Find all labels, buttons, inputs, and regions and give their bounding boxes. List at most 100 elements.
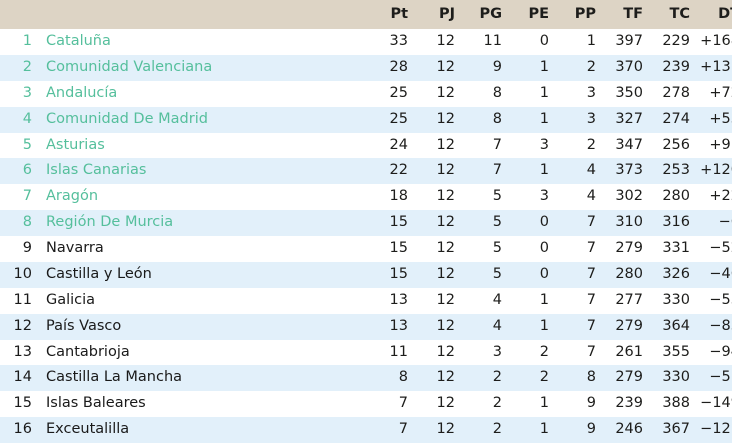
cell-rank: 16: [13, 421, 32, 438]
cell-team-name[interactable]: Exceutalilla: [46, 421, 130, 438]
cell-tf: 246: [615, 421, 643, 438]
column-header-tc[interactable]: TC: [669, 6, 690, 22]
cell-pp: 1: [586, 33, 596, 49]
cell-pt: 33: [389, 33, 408, 49]
cell-pj: 12: [436, 214, 455, 231]
cell-dt: −51: [709, 369, 732, 386]
cell-team-name[interactable]: Aragón: [46, 188, 99, 205]
cell-team-name[interactable]: Navarra: [46, 240, 104, 256]
table-row[interactable]: 10 Castilla y León 15 12 5 0 7 280 326 −46: [0, 261, 732, 288]
column-header-pj[interactable]: PJ: [438, 6, 455, 22]
cell-team-name[interactable]: Asturias: [46, 136, 105, 153]
cell-tc: 330: [662, 369, 690, 386]
cell-team-name[interactable]: Cantabrioja: [46, 343, 130, 360]
cell-dt: −53: [709, 291, 732, 308]
cell-pe: 1: [539, 317, 549, 334]
cell-team-name[interactable]: Islas Canarias: [46, 162, 147, 179]
cell-team-name[interactable]: Castilla y León: [46, 265, 152, 282]
cell-pe: 1: [539, 110, 549, 127]
column-header-rank: [0, 0, 40, 29]
cell-rank: 11: [13, 291, 32, 308]
table-row[interactable]: 3 Andalucía 25 12 8 1 3 350 278 +72: [0, 80, 732, 107]
column-header-team: [40, 0, 370, 29]
table-row[interactable]: 5 Asturias 24 12 7 3 2 347 256 +91: [0, 132, 732, 159]
cell-pg: 8: [492, 110, 502, 127]
cell-pp: 3: [586, 110, 596, 127]
cell-pj: 12: [436, 343, 455, 360]
cell-team-name[interactable]: Castilla La Mancha: [46, 369, 183, 386]
cell-pe: 2: [539, 369, 549, 386]
cell-pg: 4: [492, 291, 502, 308]
table-row[interactable]: 7 Aragón 18 12 5 3 4 302 280 +22: [0, 184, 732, 211]
cell-tf: 302: [615, 188, 643, 205]
cell-pt: 15: [389, 214, 408, 231]
cell-pt: 7: [398, 395, 408, 412]
cell-dt: +22: [709, 188, 732, 205]
cell-tc: 330: [662, 291, 690, 308]
cell-pt: 18: [389, 188, 408, 205]
cell-dt: −121: [700, 421, 732, 438]
cell-tf: 310: [615, 214, 643, 231]
cell-tc: 280: [662, 188, 690, 205]
cell-team-name[interactable]: Andalucía: [46, 84, 118, 101]
cell-pe: 0: [539, 214, 549, 231]
table-row[interactable]: 8 Región De Murcia 15 12 5 0 7 310 316 −6: [0, 210, 732, 236]
cell-tc: 367: [662, 421, 690, 438]
table-row[interactable]: 1 Cataluña 33 12 11 0 1 397 229 +168: [0, 29, 732, 55]
column-header-pp[interactable]: PP: [574, 6, 596, 22]
cell-pp: 7: [586, 343, 596, 360]
cell-pp: 9: [586, 421, 596, 438]
cell-team-name[interactable]: País Vasco: [46, 317, 122, 334]
table-row[interactable]: 6 Islas Canarias 22 12 7 1 4 373 253 +120: [0, 158, 732, 185]
cell-pe: 0: [539, 240, 549, 256]
cell-pt: 11: [389, 343, 408, 360]
cell-tf: 279: [615, 369, 643, 386]
cell-team-name[interactable]: Región De Murcia: [46, 214, 174, 231]
cell-rank: 7: [22, 188, 32, 205]
cell-pp: 2: [586, 58, 596, 75]
cell-pj: 12: [436, 291, 455, 308]
cell-pj: 12: [436, 110, 455, 127]
cell-team-name[interactable]: Cataluña: [46, 33, 111, 49]
cell-pe: 1: [539, 84, 549, 101]
cell-tf: 347: [615, 136, 643, 153]
cell-rank: 15: [13, 395, 32, 412]
cell-dt: −94: [709, 343, 732, 360]
cell-pg: 2: [492, 395, 502, 412]
cell-pt: 13: [389, 317, 408, 334]
table-row[interactable]: 4 Comunidad De Madrid 25 12 8 1 3 327 274 +53: [0, 106, 732, 133]
cell-dt: +131: [700, 58, 732, 75]
cell-pg: 2: [492, 369, 502, 386]
cell-team-name[interactable]: Comunidad Valenciana: [46, 58, 213, 75]
column-header-pg[interactable]: PG: [479, 6, 502, 22]
table-row[interactable]: 14 Castilla La Mancha 8 12 2 2 8 279 330 −51: [0, 365, 732, 392]
cell-tc: 256: [662, 136, 690, 153]
table-row[interactable]: 15 Islas Baleares 7 12 2 1 9 239 388 −149: [0, 391, 732, 418]
cell-tf: 280: [615, 265, 643, 282]
column-header-dt[interactable]: DT: [718, 6, 732, 22]
cell-rank: 13: [13, 343, 32, 360]
cell-pp: 9: [586, 395, 596, 412]
cell-tc: 388: [662, 395, 690, 412]
cell-team-name[interactable]: Galicia: [46, 291, 96, 308]
cell-team-name[interactable]: Comunidad De Madrid: [46, 110, 208, 127]
cell-dt: −6: [718, 214, 732, 231]
table-row[interactable]: 9 Navarra 15 12 5 0 7 279 331 −52: [0, 236, 732, 262]
cell-pt: 22: [389, 162, 408, 179]
column-header-pt[interactable]: Pt: [390, 6, 408, 22]
cell-pt: 15: [389, 265, 408, 282]
cell-pg: 7: [492, 162, 502, 179]
cell-rank: 4: [22, 110, 32, 127]
table-row[interactable]: 16 Exceutalilla 7 12 2 1 9 246 367 −121: [0, 417, 732, 443]
cell-pg: 8: [492, 84, 502, 101]
table-row[interactable]: 11 Galicia 13 12 4 1 7 277 330 −53: [0, 287, 732, 314]
table-row[interactable]: 12 País Vasco 13 12 4 1 7 279 364 −85: [0, 313, 732, 340]
table-row[interactable]: 13 Cantabrioja 11 12 3 2 7 261 355 −94: [0, 339, 732, 366]
column-header-pe[interactable]: PE: [528, 6, 549, 22]
cell-tf: 327: [615, 110, 643, 127]
cell-tf: 350: [615, 84, 643, 101]
cell-team-name[interactable]: Islas Baleares: [46, 395, 146, 412]
column-header-tf[interactable]: TF: [623, 6, 643, 22]
